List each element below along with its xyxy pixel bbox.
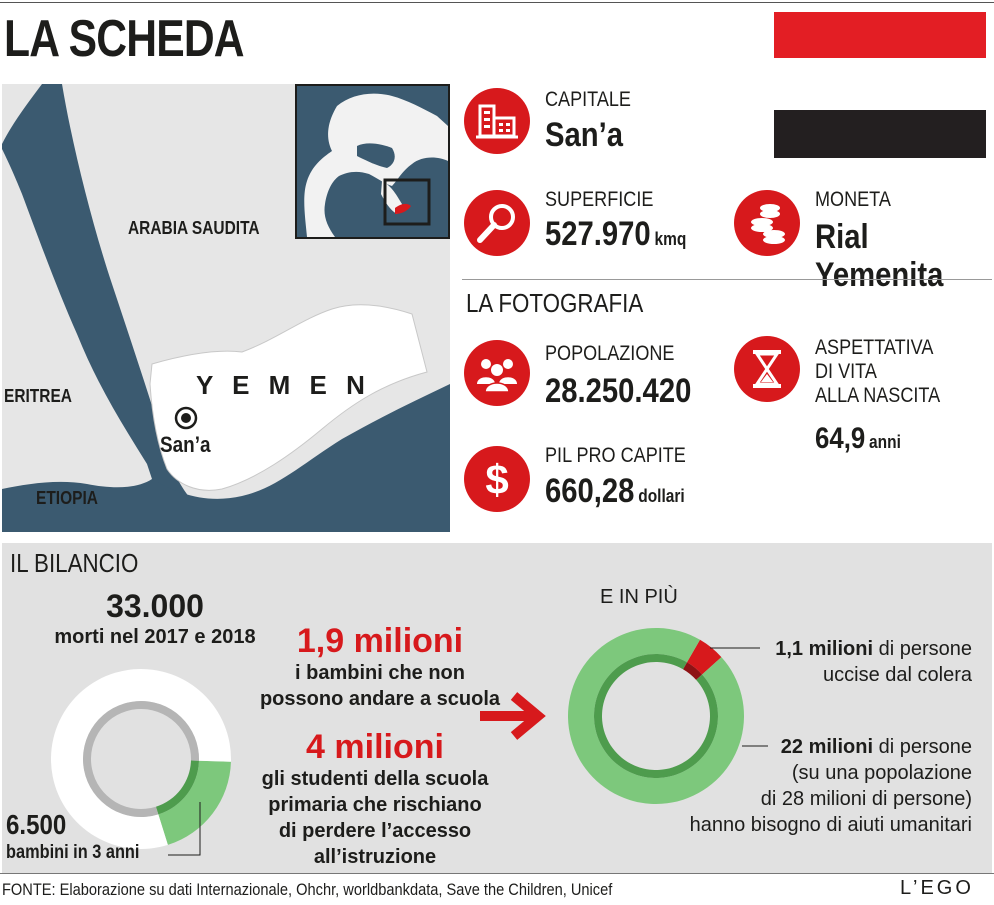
children-label: bambini in 3 anni bbox=[6, 842, 140, 863]
area-value-row: 527.970 kmq bbox=[545, 215, 709, 253]
gdp-unit: dollari bbox=[638, 486, 685, 506]
yemen-map bbox=[2, 84, 450, 532]
footer-source: FONTE: Elaborazione su dati Internaziona… bbox=[2, 880, 613, 899]
area-value: 527.970 bbox=[545, 215, 651, 253]
inset-map-graphic bbox=[304, 93, 448, 237]
school-value: 1,9 milioni bbox=[296, 622, 464, 660]
aid-rest: di persone bbox=[873, 736, 972, 758]
life-label-line-1: ASPETTATIVA bbox=[815, 336, 934, 359]
bilancio-title: IL BILANCIO bbox=[10, 548, 139, 578]
life-label: ASPETTATIVA DI VITA ALLA NASCITA bbox=[815, 336, 961, 408]
students-line-4: all’istruzione bbox=[313, 846, 437, 868]
aid-line-4: hanno bisogno di aiuti umanitari bbox=[689, 814, 972, 836]
gdp-label: PIL PRO CAPITE bbox=[545, 444, 686, 467]
magnifier-icon bbox=[464, 190, 530, 256]
more-donut-inner-ring-0 bbox=[683, 662, 703, 680]
children-value: 6.500 bbox=[6, 809, 67, 840]
students-value: 4 milioni bbox=[306, 728, 444, 766]
building-icon bbox=[464, 88, 530, 154]
currency-value: Rial Yemenita bbox=[815, 218, 944, 294]
cholera-block: 1,1 milioni di persone uccise dal colera bbox=[700, 636, 972, 688]
brand-logo: L’EGO bbox=[900, 877, 974, 899]
cholera-unit: milioni bbox=[808, 638, 874, 660]
deaths-donut-chart bbox=[50, 669, 231, 849]
school-line-2: possono andare a scuola bbox=[259, 688, 501, 710]
area-unit: kmq bbox=[654, 229, 687, 249]
deaths-donut-slice-1 bbox=[50, 669, 231, 849]
aid-block: 22 milioni di persone (su una popolazion… bbox=[640, 734, 972, 838]
deaths-block: 33.000 morti nel 2017 e 2018 bbox=[30, 588, 280, 650]
gdp-value-row: 660,28 dollari bbox=[545, 472, 707, 510]
aid-line-2: (su una popolazione bbox=[791, 762, 972, 784]
more-donut-chart bbox=[568, 628, 744, 804]
population-label: POPOLAZIONE bbox=[545, 342, 675, 365]
yemen-shape bbox=[149, 304, 428, 491]
dollar-icon: $ bbox=[464, 446, 530, 512]
more-title: E IN PIÙ bbox=[600, 586, 678, 608]
life-label-line-2: DI VITA bbox=[815, 360, 877, 383]
flag-black-stripe bbox=[774, 110, 986, 158]
deaths-label: morti nel 2017 e 2018 bbox=[54, 626, 256, 648]
footer-rule bbox=[0, 873, 994, 874]
label-arabia-saudita: ARABIA SAUDITA bbox=[128, 218, 260, 238]
gdp-value: 660,28 bbox=[545, 472, 635, 510]
students-line-1: gli studenti della scuola bbox=[261, 768, 489, 790]
label-etiopia: ETIOPIA bbox=[36, 488, 98, 508]
hourglass-icon bbox=[734, 336, 800, 402]
label-eritrea: ERITREA bbox=[4, 386, 72, 406]
flag-red-stripe bbox=[774, 12, 986, 58]
page-title: LA SCHEDA bbox=[4, 10, 245, 68]
people-icon bbox=[464, 340, 530, 406]
aid-value: 22 bbox=[780, 736, 804, 758]
section-separator bbox=[462, 279, 992, 280]
school-line-1: i bambini che non bbox=[294, 662, 465, 684]
area-label: SUPERFICIE bbox=[545, 188, 654, 211]
capital-value: San’a bbox=[545, 116, 624, 154]
coins-icon bbox=[734, 190, 800, 256]
cholera-line-2: uccise dal colera bbox=[823, 664, 972, 686]
children-block: 6.500 bambini in 3 anni bbox=[6, 810, 161, 866]
label-yemen: Y E M E N bbox=[196, 370, 371, 400]
svg-text:$: $ bbox=[485, 456, 508, 503]
students-line-3: di perdere l’accesso bbox=[278, 820, 472, 842]
deaths-donut-inner-ring-0 bbox=[155, 760, 199, 815]
donut-leader-lines bbox=[710, 647, 768, 747]
aid-unit: milioni bbox=[808, 736, 874, 758]
students-block: 4 milioni gli studenti della scuola prim… bbox=[240, 728, 510, 870]
capital-marker-icon bbox=[174, 406, 198, 430]
more-donut-slice-1 bbox=[568, 628, 744, 804]
currency-label: MONETA bbox=[815, 188, 891, 211]
cholera-value: 1,1 bbox=[775, 638, 804, 660]
more-donut-slice-0 bbox=[687, 639, 722, 675]
life-value-row: 64,9 anni bbox=[815, 420, 915, 458]
capital-label: CAPITALE bbox=[545, 88, 631, 111]
students-line-2: primaria che rischiano bbox=[268, 794, 482, 816]
deaths-donut-slice-0 bbox=[158, 760, 231, 845]
aid-line-3: di 28 milioni di persone) bbox=[760, 788, 972, 810]
deaths-value: 33.000 bbox=[106, 588, 204, 624]
inset-map bbox=[295, 84, 450, 239]
label-capital: San’a bbox=[160, 432, 211, 457]
photo-title: LA FOTOGRAFIA bbox=[466, 288, 644, 318]
arrow-right-icon bbox=[480, 692, 546, 740]
top-rule bbox=[0, 2, 994, 3]
school-block: 1,9 milioni i bambini che non possono an… bbox=[255, 622, 505, 712]
life-label-line-3: ALLA NASCITA bbox=[815, 384, 941, 407]
life-value: 64,9 bbox=[815, 422, 866, 455]
cholera-rest: di persone bbox=[873, 638, 972, 660]
gulf-of-aden bbox=[152, 384, 450, 532]
life-unit: anni bbox=[869, 432, 901, 452]
population-value: 28.250.420 bbox=[545, 372, 692, 410]
children-leader-line bbox=[168, 802, 201, 856]
